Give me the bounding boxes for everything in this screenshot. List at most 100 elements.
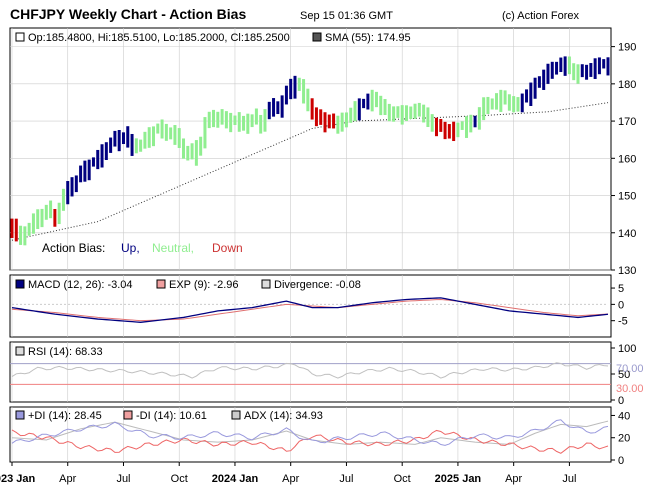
macd-line	[11, 297, 609, 323]
chart-timestamp: Sep 15 01:36 GMT	[300, 10, 393, 22]
price-bar	[117, 130, 121, 152]
price-bar	[143, 131, 147, 149]
minus-di-line	[11, 429, 609, 454]
price-bar	[602, 59, 606, 69]
price-bar	[87, 159, 91, 181]
price-bar	[443, 121, 447, 140]
price-y-axis: 130 140 150 160 170 180 190	[611, 42, 636, 277]
price-bar	[516, 97, 520, 112]
price-grid	[10, 28, 611, 271]
price-bar	[426, 107, 430, 127]
price-bar	[486, 96, 490, 115]
price-bar	[53, 208, 57, 227]
price-bar	[61, 188, 65, 211]
price-bar	[276, 101, 280, 115]
price-bar	[27, 222, 31, 236]
price-bar	[606, 57, 610, 76]
price-bar	[289, 78, 293, 100]
price-bar	[186, 145, 190, 161]
x-tick-label: 2025 Jan	[435, 473, 482, 485]
price-bar	[503, 90, 507, 105]
price-bar	[477, 107, 481, 130]
rsi-line	[11, 362, 609, 379]
price-tick-label: 170	[618, 116, 636, 128]
price-bar	[203, 117, 207, 149]
minus-di-legend: -DI (14): 10.61	[136, 410, 207, 422]
price-bar	[533, 77, 537, 99]
adx-y-axis: 0 20 40	[611, 410, 630, 467]
price-bar	[529, 82, 533, 106]
price-bar	[246, 113, 250, 134]
x-axis: 2023 Jan Apr Jul Oct 2024 Jan Apr Jul Oct 2025 J…	[0, 462, 576, 485]
rsi-upper-level-label: 70.00	[616, 363, 644, 375]
plus-di-legend: +DI (14): 28.45	[28, 410, 102, 422]
price-bar	[417, 102, 421, 117]
adx-legend-swatch	[231, 410, 241, 420]
price-bar	[585, 64, 589, 80]
x-tick-label: Jul	[339, 473, 353, 485]
price-bar	[130, 133, 134, 156]
macd-legend-swatch	[15, 279, 25, 289]
price-bars	[10, 56, 610, 246]
sma-legend-swatch	[312, 32, 322, 42]
price-bar	[597, 57, 601, 75]
adx-tick-label: 20	[618, 433, 630, 445]
price-bar	[49, 200, 53, 219]
price-bar	[555, 61, 559, 75]
x-tick-label: Apr	[505, 473, 522, 485]
chart-title: CHFJPY Weekly Chart - Action Bias	[10, 6, 246, 22]
price-bar	[490, 98, 494, 110]
price-bar	[23, 226, 27, 246]
adx-panel	[9, 406, 612, 463]
price-tick-label: 180	[618, 79, 636, 91]
price-bar	[452, 121, 456, 142]
price-bar	[563, 56, 567, 76]
x-tick-label: Jul	[116, 473, 130, 485]
price-bar	[370, 89, 374, 112]
price-bar	[237, 112, 241, 132]
price-bar	[297, 77, 301, 91]
price-bar	[525, 89, 529, 103]
price-bar	[447, 124, 451, 139]
price-bar	[173, 125, 177, 145]
price-bar	[413, 103, 417, 119]
price-bar	[430, 114, 434, 132]
chart-copyright: (c) Action Forex	[502, 10, 580, 22]
x-tick-label: 2023 Jan	[0, 473, 36, 485]
price-bar	[126, 126, 130, 148]
price-bar	[336, 115, 340, 134]
price-bar	[550, 61, 554, 79]
ohlc-legend-swatch	[15, 32, 25, 42]
price-bar	[250, 114, 254, 128]
price-bar	[182, 138, 186, 159]
rsi-tick-label: 0	[618, 395, 624, 407]
rsi-tick-label: 50	[618, 369, 630, 381]
price-bar	[357, 98, 361, 121]
price-bar	[379, 95, 383, 116]
price-bar	[576, 64, 580, 84]
rsi-legend-swatch	[15, 346, 25, 356]
price-bar	[409, 106, 413, 120]
price-bar	[537, 76, 541, 88]
price-bar	[91, 157, 95, 167]
price-bar	[546, 63, 550, 84]
rsi-tick-label: 100	[618, 343, 636, 355]
price-bar	[319, 109, 323, 125]
price-bar	[36, 209, 40, 230]
price-bar	[284, 85, 288, 105]
price-bar	[374, 91, 378, 108]
price-bar	[593, 58, 597, 79]
price-bar	[580, 64, 584, 78]
price-bar	[327, 114, 331, 129]
price-bar	[404, 105, 408, 122]
macd-tick-label: 5	[618, 283, 624, 295]
ohlc-legend: Op:185.4800, Hi:185.5100, Lo:185.2000, C…	[28, 32, 290, 44]
price-bar	[349, 107, 353, 123]
bias-up-label: Up,	[121, 241, 140, 255]
price-tick-label: 140	[618, 228, 636, 240]
price-bar	[57, 202, 61, 225]
price-bar	[134, 138, 138, 154]
price-bar	[151, 126, 155, 147]
divergence-legend-swatch	[261, 279, 271, 289]
bias-label: Action Bias:	[42, 241, 105, 255]
